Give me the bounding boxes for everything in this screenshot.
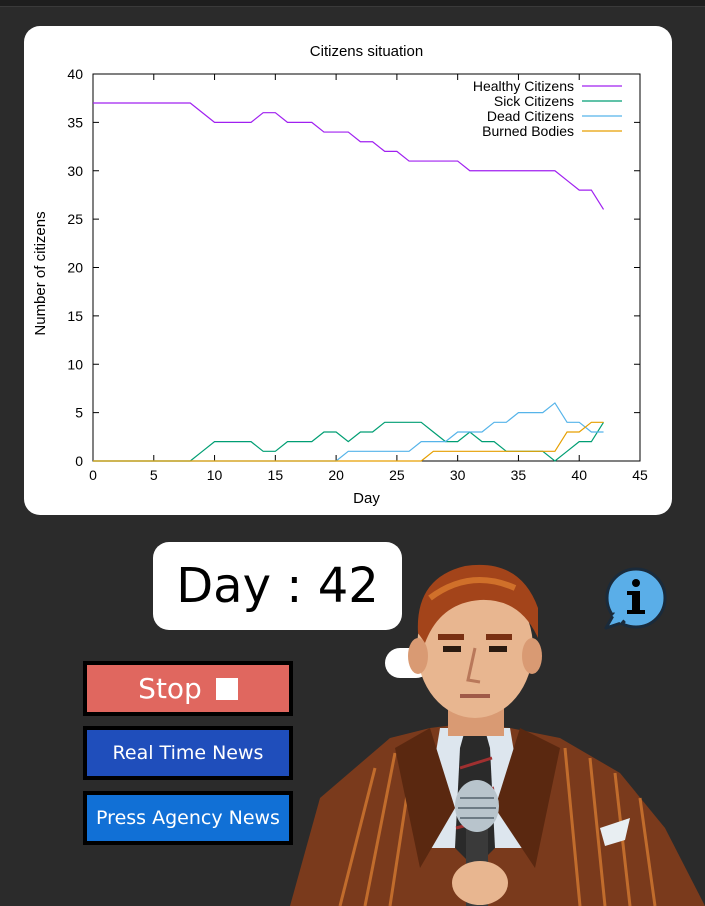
news-reporter-illustration (290, 564, 705, 906)
x-tick-label: 40 (571, 467, 587, 483)
y-tick-label: 15 (67, 308, 83, 324)
y-tick-label: 20 (67, 260, 83, 276)
y-tick-label: 0 (75, 453, 83, 469)
series-line-dead-citizens (93, 402, 604, 462)
x-tick-label: 35 (511, 467, 527, 483)
series-line-burned-bodies (93, 421, 604, 462)
x-tick-label: 25 (389, 467, 405, 483)
legend-label: Sick Citizens (494, 93, 574, 109)
x-tick-label: 45 (632, 467, 648, 483)
series-line-healthy-citizens (93, 102, 605, 210)
y-tick-label: 10 (67, 356, 83, 372)
x-tick-label: 20 (328, 467, 344, 483)
x-tick-label: 5 (150, 467, 158, 483)
legend-label: Burned Bodies (482, 123, 574, 139)
x-tick-label: 30 (450, 467, 466, 483)
stop-square-icon (215, 677, 238, 700)
day-counter-bubble: Day : 42 (153, 542, 402, 630)
press-agency-news-label: Press Agency News (96, 807, 280, 829)
y-tick-label: 5 (75, 405, 83, 421)
x-tick-label: 0 (89, 467, 97, 483)
stop-button-label: Stop (138, 672, 202, 705)
y-axis-label: Number of citizens (32, 211, 49, 335)
real-time-news-label: Real Time News (112, 742, 264, 764)
real-time-news-button[interactable]: Real Time News (83, 726, 293, 780)
legend-label: Dead Citizens (487, 108, 574, 124)
citizens-chart: 0 5 10 15 20 25 30 35 40 45 0 5 10 15 20 25 30 35 40 Citize… (32, 43, 648, 507)
y-tick-label: 40 (67, 66, 83, 82)
y-tick-label: 35 (67, 114, 83, 130)
x-tick-label: 10 (207, 467, 223, 483)
series-line-sick-citizens (93, 421, 605, 462)
press-agency-news-button[interactable]: Press Agency News (83, 791, 293, 845)
x-axis-label: Day (353, 490, 380, 507)
legend-label: Healthy Citizens (473, 78, 574, 94)
day-counter: Day : 42 (176, 558, 379, 614)
x-tick-label: 15 (268, 467, 284, 483)
y-tick-label: 30 (67, 163, 83, 179)
top-bar (0, 0, 705, 7)
info-icon[interactable] (600, 566, 670, 632)
chart-panel: 0 5 10 15 20 25 30 35 40 45 0 5 10 15 20 25 30 35 40 Citize… (24, 26, 672, 515)
chart-title: Citizens situation (310, 43, 423, 60)
y-tick-label: 25 (67, 211, 83, 227)
stop-button[interactable]: Stop (83, 661, 293, 716)
